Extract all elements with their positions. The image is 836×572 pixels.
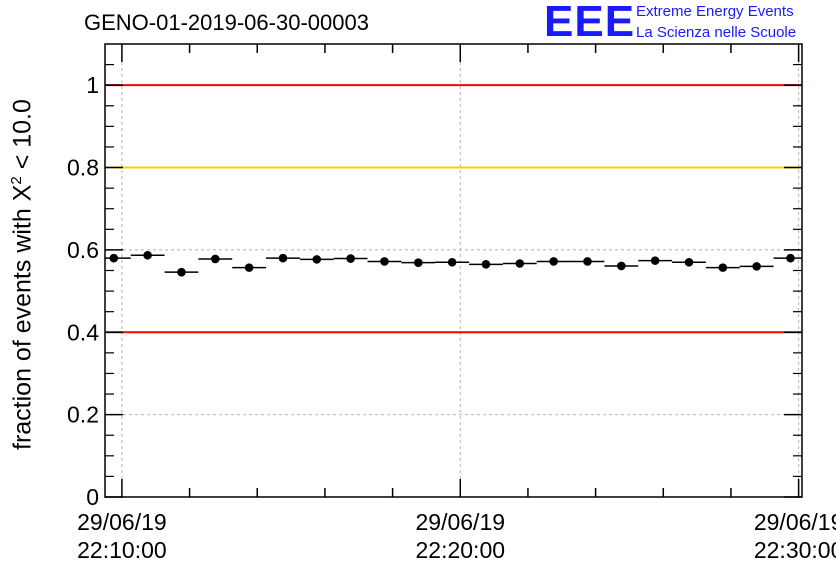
point-marker xyxy=(718,263,728,272)
point-marker xyxy=(684,257,694,267)
point-marker xyxy=(177,267,186,277)
data-point xyxy=(672,257,706,267)
data-point xyxy=(638,256,673,265)
axes: 00.20.40.60.8129/06/1922:10:0029/06/1922… xyxy=(67,43,836,563)
x-tick-date-label: 29/06/19 xyxy=(77,509,167,535)
plot-frame xyxy=(104,43,803,498)
point-marker xyxy=(752,262,761,271)
data-point xyxy=(299,255,334,264)
point-marker xyxy=(786,253,795,263)
data-points xyxy=(105,250,802,277)
data-point xyxy=(401,258,436,267)
data-point xyxy=(130,250,165,260)
eee-logo-mark: EEE xyxy=(544,0,636,46)
x-tick-date-label: 29/06/19 xyxy=(754,509,836,535)
x-tick-date-label: 29/06/19 xyxy=(416,509,506,535)
data-point xyxy=(469,260,503,269)
point-marker xyxy=(380,257,389,266)
y-tick-label: 0.8 xyxy=(67,155,99,181)
point-marker xyxy=(312,255,322,264)
data-point xyxy=(536,257,571,266)
point-marker xyxy=(447,257,457,267)
point-marker xyxy=(515,259,525,268)
point-marker xyxy=(583,257,592,266)
data-point xyxy=(435,257,470,267)
point-marker xyxy=(617,261,626,271)
point-marker xyxy=(109,253,119,263)
point-marker xyxy=(143,250,152,260)
data-point xyxy=(232,263,267,272)
data-point xyxy=(604,261,639,271)
y-tick-label: 0.2 xyxy=(67,402,99,428)
data-point xyxy=(198,254,233,264)
y-tick-label: 0.6 xyxy=(67,237,99,263)
y-tick-label: 1 xyxy=(86,72,99,98)
point-marker xyxy=(414,258,423,267)
x-tick-time-label: 22:20:00 xyxy=(416,537,506,563)
chart-title: GENO-01-2019-06-30-00003 xyxy=(84,10,369,35)
point-marker xyxy=(346,254,355,263)
data-point xyxy=(773,253,802,263)
logo-line-2: La Scienza nelle Scuole xyxy=(636,24,797,41)
y-tick-label: 0.4 xyxy=(67,319,99,345)
point-marker xyxy=(650,256,660,265)
grid-lines xyxy=(105,44,802,497)
point-marker xyxy=(549,257,558,266)
data-point xyxy=(705,263,740,272)
eee-logo: EEE Extreme Energy Events La Scienza nel… xyxy=(544,0,836,46)
data-point xyxy=(105,253,131,263)
y-tick-label: 0 xyxy=(86,484,99,510)
data-point xyxy=(266,253,300,263)
x-tick-time-label: 22:30:00 xyxy=(754,537,836,563)
point-marker xyxy=(244,263,254,272)
logo-line-1: Extreme Energy Events xyxy=(636,3,794,20)
data-point xyxy=(739,262,774,271)
point-marker xyxy=(211,254,220,264)
data-point xyxy=(333,254,368,263)
data-point xyxy=(570,257,605,266)
point-marker xyxy=(278,253,288,263)
point-marker xyxy=(481,260,491,269)
data-point xyxy=(367,257,402,266)
data-point xyxy=(502,259,537,268)
data-point xyxy=(164,267,199,277)
reference-lines xyxy=(105,84,802,334)
x-tick-time-label: 22:10:00 xyxy=(77,537,167,563)
